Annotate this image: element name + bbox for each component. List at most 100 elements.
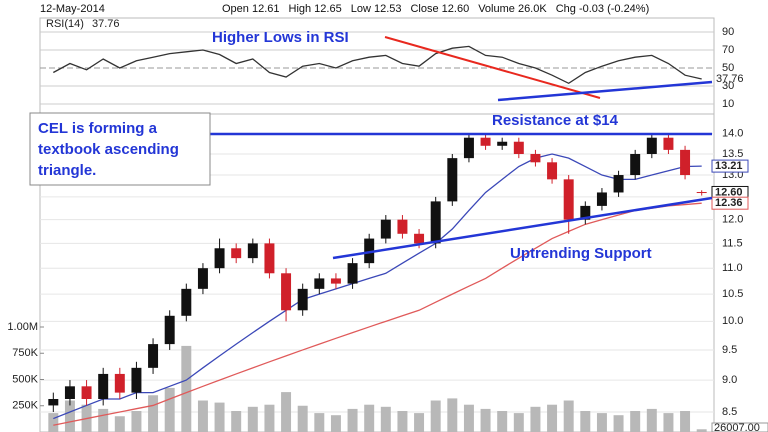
candle-body xyxy=(214,248,225,269)
price-tag xyxy=(711,196,749,210)
volume-bar xyxy=(580,411,591,432)
volume-bar xyxy=(596,413,607,432)
volume-bar xyxy=(530,406,541,432)
price-tag xyxy=(711,159,749,173)
volume-tag xyxy=(711,422,768,432)
volume-bar xyxy=(513,413,524,432)
rsi-support-line xyxy=(497,80,713,102)
volume-bar xyxy=(148,395,159,432)
header-field: Volume 26.0K xyxy=(478,3,547,15)
volume-tag-label: 26007.00 xyxy=(714,422,760,432)
candle-body xyxy=(430,201,441,244)
candle-body xyxy=(663,137,674,150)
volume-tick-label: 500K xyxy=(12,373,38,385)
candle-body xyxy=(231,248,242,259)
candle-body xyxy=(530,153,541,163)
volume-bar xyxy=(646,408,657,432)
rsi-current: 37.76 xyxy=(92,18,120,30)
price-tag-label: 12.36 xyxy=(715,197,743,209)
volume-bar xyxy=(48,413,59,432)
volume-bar xyxy=(696,429,707,432)
candle-body xyxy=(630,153,641,176)
annotation: CEL is forming a xyxy=(38,120,158,137)
volume-tick-label: 250K xyxy=(12,400,38,412)
volume-tick-label: 750K xyxy=(12,347,38,359)
candle-body xyxy=(613,175,624,193)
y-tick-label: 10.0 xyxy=(722,315,743,327)
volume-bar xyxy=(114,416,125,432)
volume-bar xyxy=(131,411,142,432)
candle-body xyxy=(148,344,159,368)
rsi-name: RSI(14) xyxy=(46,18,84,30)
volume-bar xyxy=(630,411,641,432)
candle-body xyxy=(513,141,524,154)
candle-body xyxy=(497,141,508,146)
candle-body xyxy=(447,158,458,202)
candle-body xyxy=(131,367,142,393)
candle-body xyxy=(397,219,408,234)
volume-bar xyxy=(164,387,175,432)
y-tick-label: 10.5 xyxy=(722,288,743,300)
candle-body xyxy=(48,398,59,406)
support-line xyxy=(332,196,713,260)
header-field: High 12.65 xyxy=(289,3,342,15)
y-tick-label: 14.0 xyxy=(722,128,743,140)
candle-body xyxy=(646,137,657,154)
candle-body xyxy=(64,386,75,399)
candle-body xyxy=(197,268,208,289)
header: Open 12.61 High 12.65 Low 12.53 Close 12.60… xyxy=(222,3,649,15)
annotation: Higher Lows in RSI xyxy=(212,29,349,46)
volume-bar xyxy=(497,411,508,432)
volume-bar xyxy=(181,345,192,432)
y-tick-label: 12.0 xyxy=(722,214,743,226)
candle-body xyxy=(98,373,109,399)
header-field: Low 12.53 xyxy=(351,3,402,15)
volume-tick-label: 1.00M xyxy=(7,321,38,333)
date: 12-May-2014 xyxy=(40,3,105,15)
y-tick-label: 11.5 xyxy=(722,237,743,249)
y-tick-label: 8.5 xyxy=(722,406,737,418)
plot: 14.013.513.012.512.011.511.010.510.09.59… xyxy=(7,26,768,432)
moving-average xyxy=(53,202,702,426)
volume-bar xyxy=(414,413,425,432)
candle-body xyxy=(696,192,707,194)
candle-body xyxy=(347,263,358,284)
candle-body xyxy=(463,137,474,159)
volume-bar xyxy=(397,411,408,432)
rsi-line xyxy=(53,45,702,85)
rsi-tick-label: 30 xyxy=(722,80,734,92)
rsi-tag: 37.76 xyxy=(716,73,744,85)
candle-body xyxy=(330,278,341,284)
volume-bar xyxy=(264,404,275,432)
volume-bar xyxy=(364,404,375,432)
candle-body xyxy=(297,288,308,311)
rsi-tick-label: 90 xyxy=(722,26,734,38)
candle-body xyxy=(264,243,275,274)
y-tick-label: 11.0 xyxy=(722,262,743,274)
annotation: Uptrending Support xyxy=(510,245,652,262)
candle-body xyxy=(164,315,175,345)
header-field: Close 12.60 xyxy=(410,3,469,15)
candle-body xyxy=(247,243,258,259)
volume-bar xyxy=(480,408,491,432)
volume-bar xyxy=(231,411,242,432)
candle-body xyxy=(81,386,92,399)
candle-body xyxy=(480,137,491,146)
price-tag-label: 13.21 xyxy=(715,160,743,172)
volume-bar xyxy=(197,400,208,432)
volume-bar xyxy=(314,413,325,432)
volume-bar xyxy=(563,400,574,432)
volume-bar xyxy=(64,400,75,432)
candle-body xyxy=(547,162,558,180)
rsi-downtrend-line xyxy=(384,36,601,99)
header-field: Chg -0.03 (-0.24%) xyxy=(556,3,650,15)
volume-bar xyxy=(214,402,225,432)
rsi-tick-label: 50 xyxy=(722,62,734,74)
candle-body xyxy=(281,273,292,311)
volume-bar xyxy=(663,413,674,432)
volume-bar xyxy=(447,398,458,432)
rsi-tick-label: 70 xyxy=(722,44,734,56)
price-panel xyxy=(39,113,715,432)
